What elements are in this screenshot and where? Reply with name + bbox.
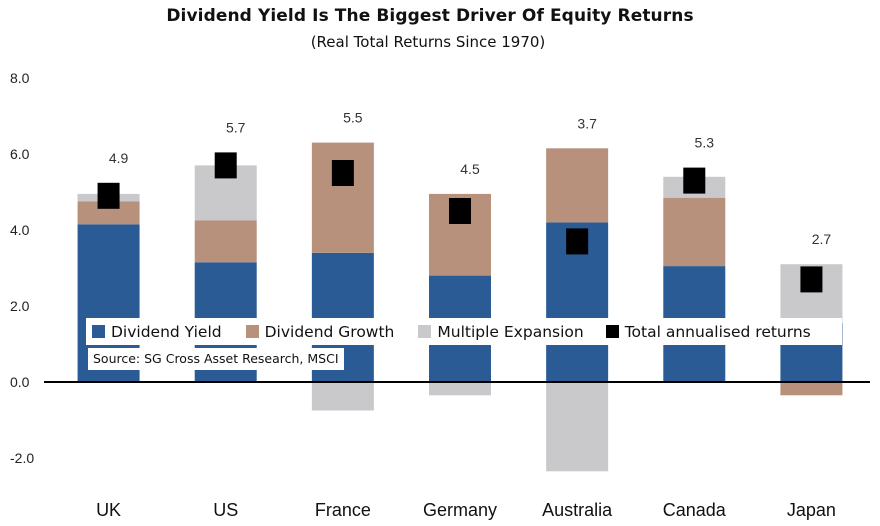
value-label-canada: 5.3	[695, 135, 715, 151]
legend-item-dividend-yield: Dividend Yield	[92, 323, 222, 341]
total-return-marker-germany	[449, 198, 471, 224]
total-return-marker-uk	[97, 182, 120, 209]
y-tick-label: -2.0	[10, 450, 34, 466]
total-return-marker-australia	[566, 228, 589, 255]
bar-australia-multiple-expansion	[546, 382, 609, 472]
value-label-australia: 3.7	[577, 115, 597, 131]
legend-label-dividend-yield: Dividend Yield	[111, 322, 222, 341]
bar-germany-multiple-expansion	[429, 382, 491, 396]
legend-swatch-dividend-growth	[245, 325, 259, 338]
bar-australia-dividend-growth	[546, 148, 609, 223]
bar-uk-dividend-growth	[77, 201, 140, 225]
legend-label-total-returns: Total annualised returns	[624, 322, 811, 341]
source-note: Source: SG Cross Asset Research, MSCI	[88, 348, 344, 370]
bar-canada-dividend-growth	[663, 197, 726, 267]
value-label-france: 5.5	[343, 110, 363, 126]
legend-swatch-multiple-expansion	[418, 325, 432, 338]
chart-subtitle: (Real Total Returns Since 1970)	[310, 33, 546, 51]
legend-swatch-dividend-yield	[92, 325, 105, 338]
y-tick-label: 8.0	[10, 70, 30, 86]
value-label-uk: 4.9	[109, 150, 129, 166]
x-tick-label: Canada	[663, 500, 727, 520]
bar-france-multiple-expansion	[311, 382, 374, 411]
legend-label-multiple-expansion: Multiple Expansion	[437, 322, 584, 341]
legend-item-dividend-growth: Dividend Growth	[245, 322, 395, 341]
y-tick-label: 2.0	[10, 298, 30, 314]
legend-item-multiple-expansion: Multiple Expansion	[418, 322, 584, 341]
bar-japan-dividend-growth	[780, 382, 843, 396]
total-return-marker-us	[214, 152, 237, 179]
bar-france-dividend-growth	[311, 142, 374, 253]
x-tick-label: Germany	[423, 500, 497, 520]
legend-label-dividend-growth: Dividend Growth	[264, 322, 395, 341]
value-label-germany: 4.5	[460, 161, 480, 177]
x-tick-label: France	[315, 500, 371, 520]
x-tick-label: US	[213, 500, 238, 520]
legend-swatch-total-returns	[605, 325, 619, 338]
bar-us-dividend-growth	[194, 220, 257, 263]
legend: Dividend Yield Dividend Growth Multiple …	[86, 318, 842, 345]
y-tick-label: 0.0	[10, 374, 30, 390]
legend-item-total-returns: Total annualised returns	[605, 322, 811, 341]
x-tick-label: Australia	[542, 500, 613, 520]
total-return-marker-japan	[800, 266, 823, 293]
x-tick-label: UK	[96, 500, 121, 520]
value-label-japan: 2.7	[812, 231, 832, 247]
chart-title: Dividend Yield Is The Biggest Driver Of …	[166, 6, 694, 26]
total-return-marker-france	[331, 160, 354, 186]
x-tick-label: Japan	[787, 500, 836, 520]
total-return-marker-canada	[683, 167, 706, 194]
y-tick-label: 6.0	[10, 146, 30, 162]
value-label-us: 5.7	[226, 119, 246, 135]
y-tick-label: 4.0	[10, 222, 30, 238]
